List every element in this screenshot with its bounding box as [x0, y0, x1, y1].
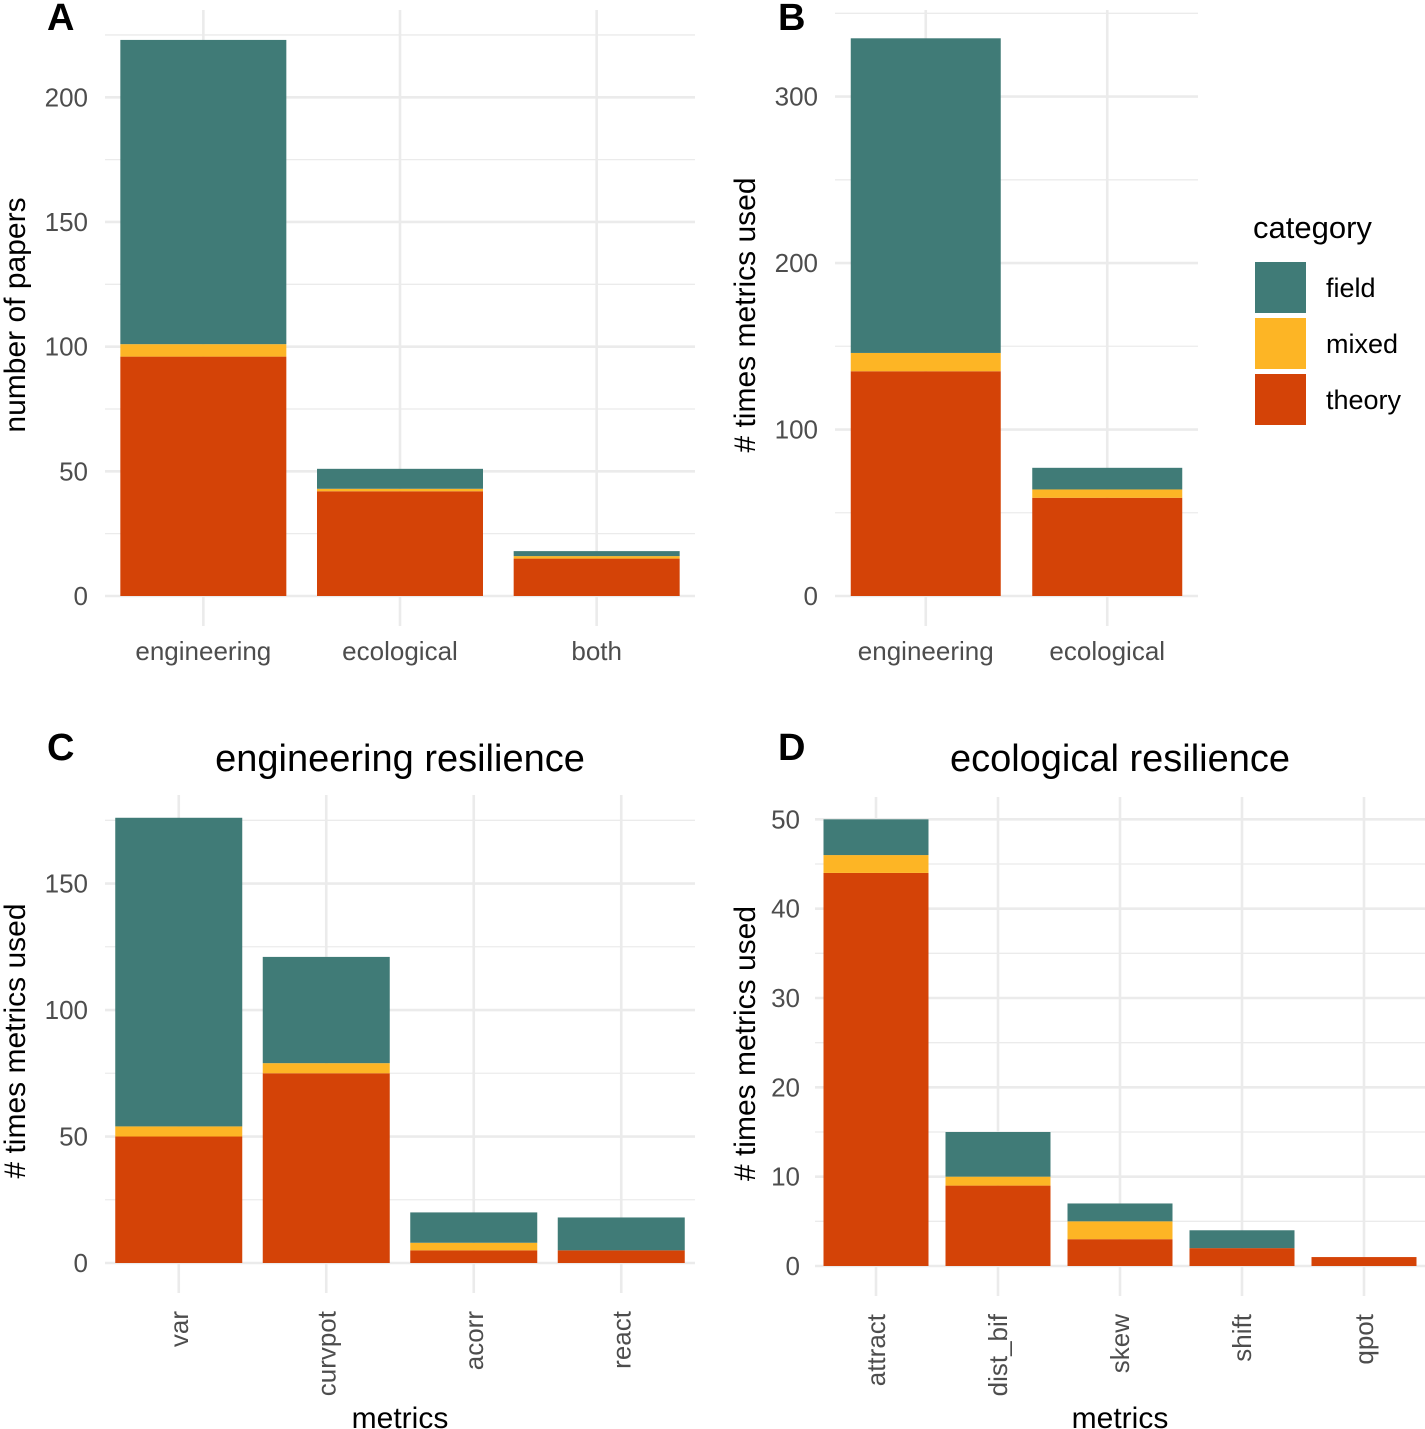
y-tick-label: 40 — [771, 894, 800, 924]
legend-label: theory — [1326, 385, 1402, 415]
y-tick-label: 100 — [45, 332, 88, 362]
bar-mixed-engineering — [850, 352, 1001, 372]
y-tick-label: 200 — [45, 82, 88, 112]
bar-field-attract — [823, 819, 929, 856]
x-tick-label: react — [606, 1310, 636, 1369]
y-tick-label: 100 — [45, 995, 88, 1025]
bar-mixed-ecological — [317, 488, 483, 492]
x-tick-label: dist_bif — [983, 1313, 1013, 1396]
bar-mixed-acorr — [410, 1242, 538, 1251]
bar-field-dist_bif — [945, 1132, 1051, 1177]
bar-field-engineering — [120, 39, 287, 345]
y-tick-label: 0 — [804, 581, 818, 611]
y-tick-label: 0 — [786, 1251, 800, 1281]
panel-b: 0 100 200 300 engineering ecological # times m… — [729, 0, 1198, 666]
x-tick-label: ecological — [342, 636, 458, 666]
y-axis-label: number of papers — [0, 197, 32, 432]
y-tick-label: 0 — [74, 1248, 88, 1278]
bar-theory-dist_bif — [945, 1185, 1051, 1266]
bar-field-acorr — [410, 1212, 538, 1243]
y-tick-label: 50 — [59, 1122, 88, 1152]
bar-theory-var — [115, 1136, 243, 1263]
legend-key-theory — [1255, 374, 1306, 425]
y-tick-label: 200 — [775, 248, 818, 278]
bar-field-skew — [1067, 1203, 1173, 1222]
bar-theory-attract — [823, 872, 929, 1266]
y-axis-label: # times metrics used — [729, 177, 762, 452]
bar-mixed-dist_bif — [945, 1176, 1051, 1186]
bar-theory-react — [557, 1250, 685, 1263]
panel-d: 0 10 20 30 40 50 attract dist_bif skew shift qpot #… — [729, 727, 1425, 1429]
legend-title: category — [1253, 210, 1372, 245]
panel-letter: A — [47, 0, 74, 39]
bar-theory-qpot — [1311, 1257, 1417, 1266]
legend-key-mixed — [1255, 318, 1306, 369]
x-tick-label: var — [164, 1311, 194, 1347]
bar-theory-shift — [1189, 1248, 1295, 1266]
panel-letter: C — [47, 727, 74, 769]
bar-mixed-curvpot — [262, 1063, 390, 1074]
panel-a: 0 50 100 150 200 engineering ecological both num… — [0, 0, 695, 666]
panel-letter: B — [778, 0, 805, 39]
y-tick-label: 30 — [771, 983, 800, 1013]
y-tick-label: 50 — [771, 804, 800, 834]
bar-field-curvpot — [262, 956, 390, 1064]
x-tick-label: skew — [1105, 1314, 1135, 1373]
x-tick-label: curvpot — [311, 1310, 341, 1396]
legend-key-field — [1255, 262, 1306, 313]
x-tick-label: ecological — [1049, 636, 1165, 666]
bar-field-both — [513, 551, 680, 557]
y-tick-label: 10 — [771, 1162, 800, 1192]
y-axis-label: # times metrics used — [0, 903, 32, 1178]
bar-theory-curvpot — [262, 1073, 390, 1263]
bar-theory-ecological — [317, 491, 483, 596]
x-axis-label: metrics — [1072, 1402, 1169, 1429]
x-tick-label: engineering — [135, 636, 271, 666]
x-tick-label: engineering — [858, 636, 994, 666]
y-tick-label: 300 — [775, 82, 818, 112]
bar-theory-engineering — [120, 356, 287, 596]
y-tick-label: 0 — [74, 581, 88, 611]
bar-field-shift — [1189, 1230, 1295, 1249]
bar-field-var — [115, 817, 243, 1127]
legend-label: field — [1326, 273, 1376, 303]
y-tick-label: 50 — [59, 456, 88, 486]
x-axis-label: metrics — [352, 1402, 449, 1429]
bar-field-engineering — [850, 38, 1001, 353]
x-tick-label: acorr — [459, 1311, 489, 1371]
y-tick-label: 150 — [45, 869, 88, 899]
x-tick-label: both — [571, 636, 622, 666]
y-tick-label: 150 — [45, 207, 88, 237]
bar-theory-both — [513, 558, 680, 596]
bar-theory-skew — [1067, 1239, 1173, 1266]
x-tick-label: shift — [1227, 1313, 1257, 1361]
x-tick-label: qpot — [1349, 1313, 1379, 1364]
legend: category field mixed theory — [1253, 210, 1402, 425]
panel-title: engineering resilience — [215, 738, 585, 780]
bar-mixed-engineering — [120, 344, 287, 357]
panel-title: ecological resilience — [950, 738, 1290, 780]
bar-theory-engineering — [850, 371, 1001, 596]
bar-mixed-attract — [823, 855, 929, 873]
bar-theory-ecological — [1032, 497, 1183, 596]
y-axis-label: # times metrics used — [729, 906, 762, 1181]
legend-label: mixed — [1326, 329, 1398, 359]
bar-field-react — [557, 1217, 685, 1251]
y-tick-label: 100 — [775, 415, 818, 445]
bar-mixed-ecological — [1032, 489, 1183, 498]
y-tick-label: 20 — [771, 1072, 800, 1102]
panel-c: 0 50 100 150 var curvpot acorr react # times met… — [0, 727, 695, 1429]
bar-mixed-both — [513, 556, 680, 559]
panel-letter: D — [778, 727, 805, 769]
x-tick-label: attract — [861, 1313, 891, 1386]
bar-field-ecological — [317, 468, 483, 489]
bar-mixed-var — [115, 1126, 243, 1137]
bar-field-ecological — [1032, 467, 1183, 490]
bar-theory-acorr — [410, 1250, 538, 1263]
bar-mixed-skew — [1067, 1221, 1173, 1240]
